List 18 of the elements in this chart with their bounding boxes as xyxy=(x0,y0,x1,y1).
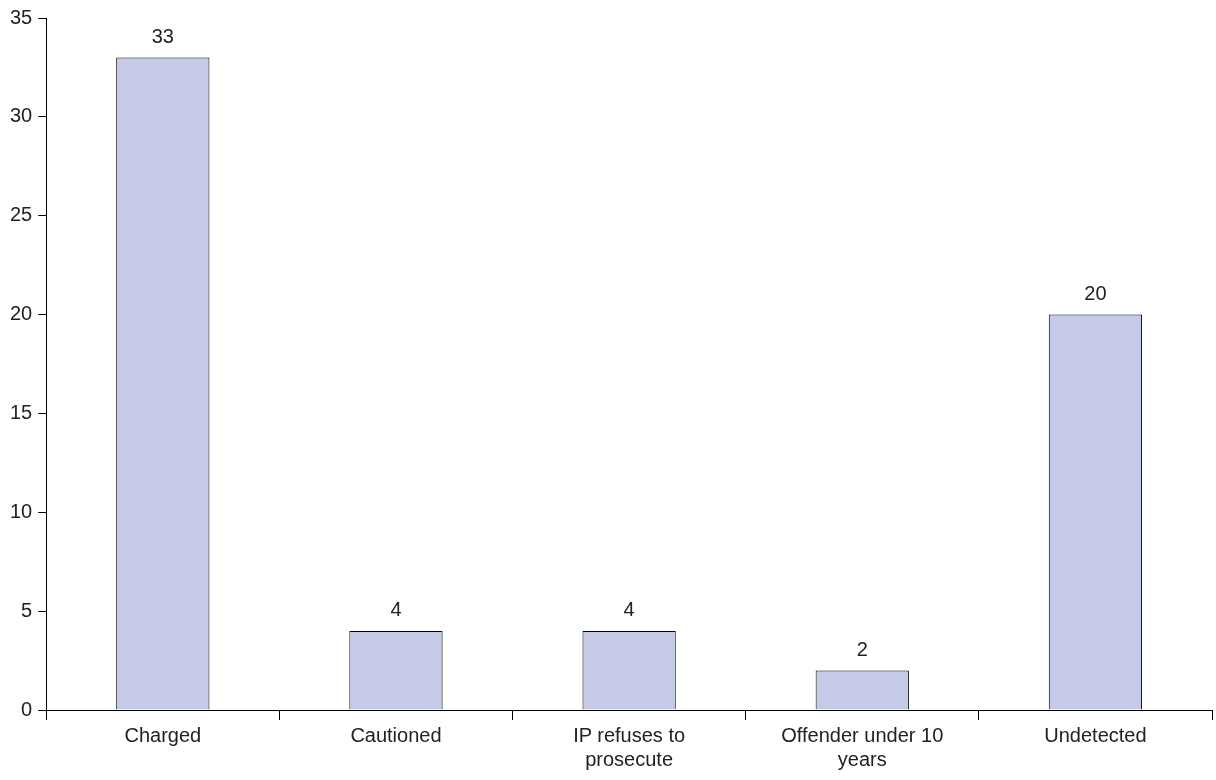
y-tick-label: 25 xyxy=(10,203,33,226)
data-label: 2 xyxy=(856,637,868,660)
y-tick-label: 35 xyxy=(10,5,33,28)
data-label: 4 xyxy=(623,598,635,621)
y-tick-label: 10 xyxy=(10,499,33,522)
y-tick-label: 30 xyxy=(10,104,33,127)
y-tick-label: 5 xyxy=(21,598,33,621)
x-tick-label: Charged xyxy=(124,723,202,746)
x-tick-label: Offender under 10 years xyxy=(781,723,944,770)
data-label: 33 xyxy=(151,25,174,48)
y-tick-label: 20 xyxy=(10,302,33,325)
y-tick-label: 0 xyxy=(21,697,33,720)
x-tick-label: Cautioned xyxy=(350,723,442,746)
y-tick-label: 15 xyxy=(10,400,33,423)
data-label: 20 xyxy=(1084,282,1107,305)
data-label: 4 xyxy=(390,598,402,621)
x-tick-label: IP refuses to prosecute xyxy=(573,723,686,770)
x-tick-label: Undetected xyxy=(1044,723,1147,746)
